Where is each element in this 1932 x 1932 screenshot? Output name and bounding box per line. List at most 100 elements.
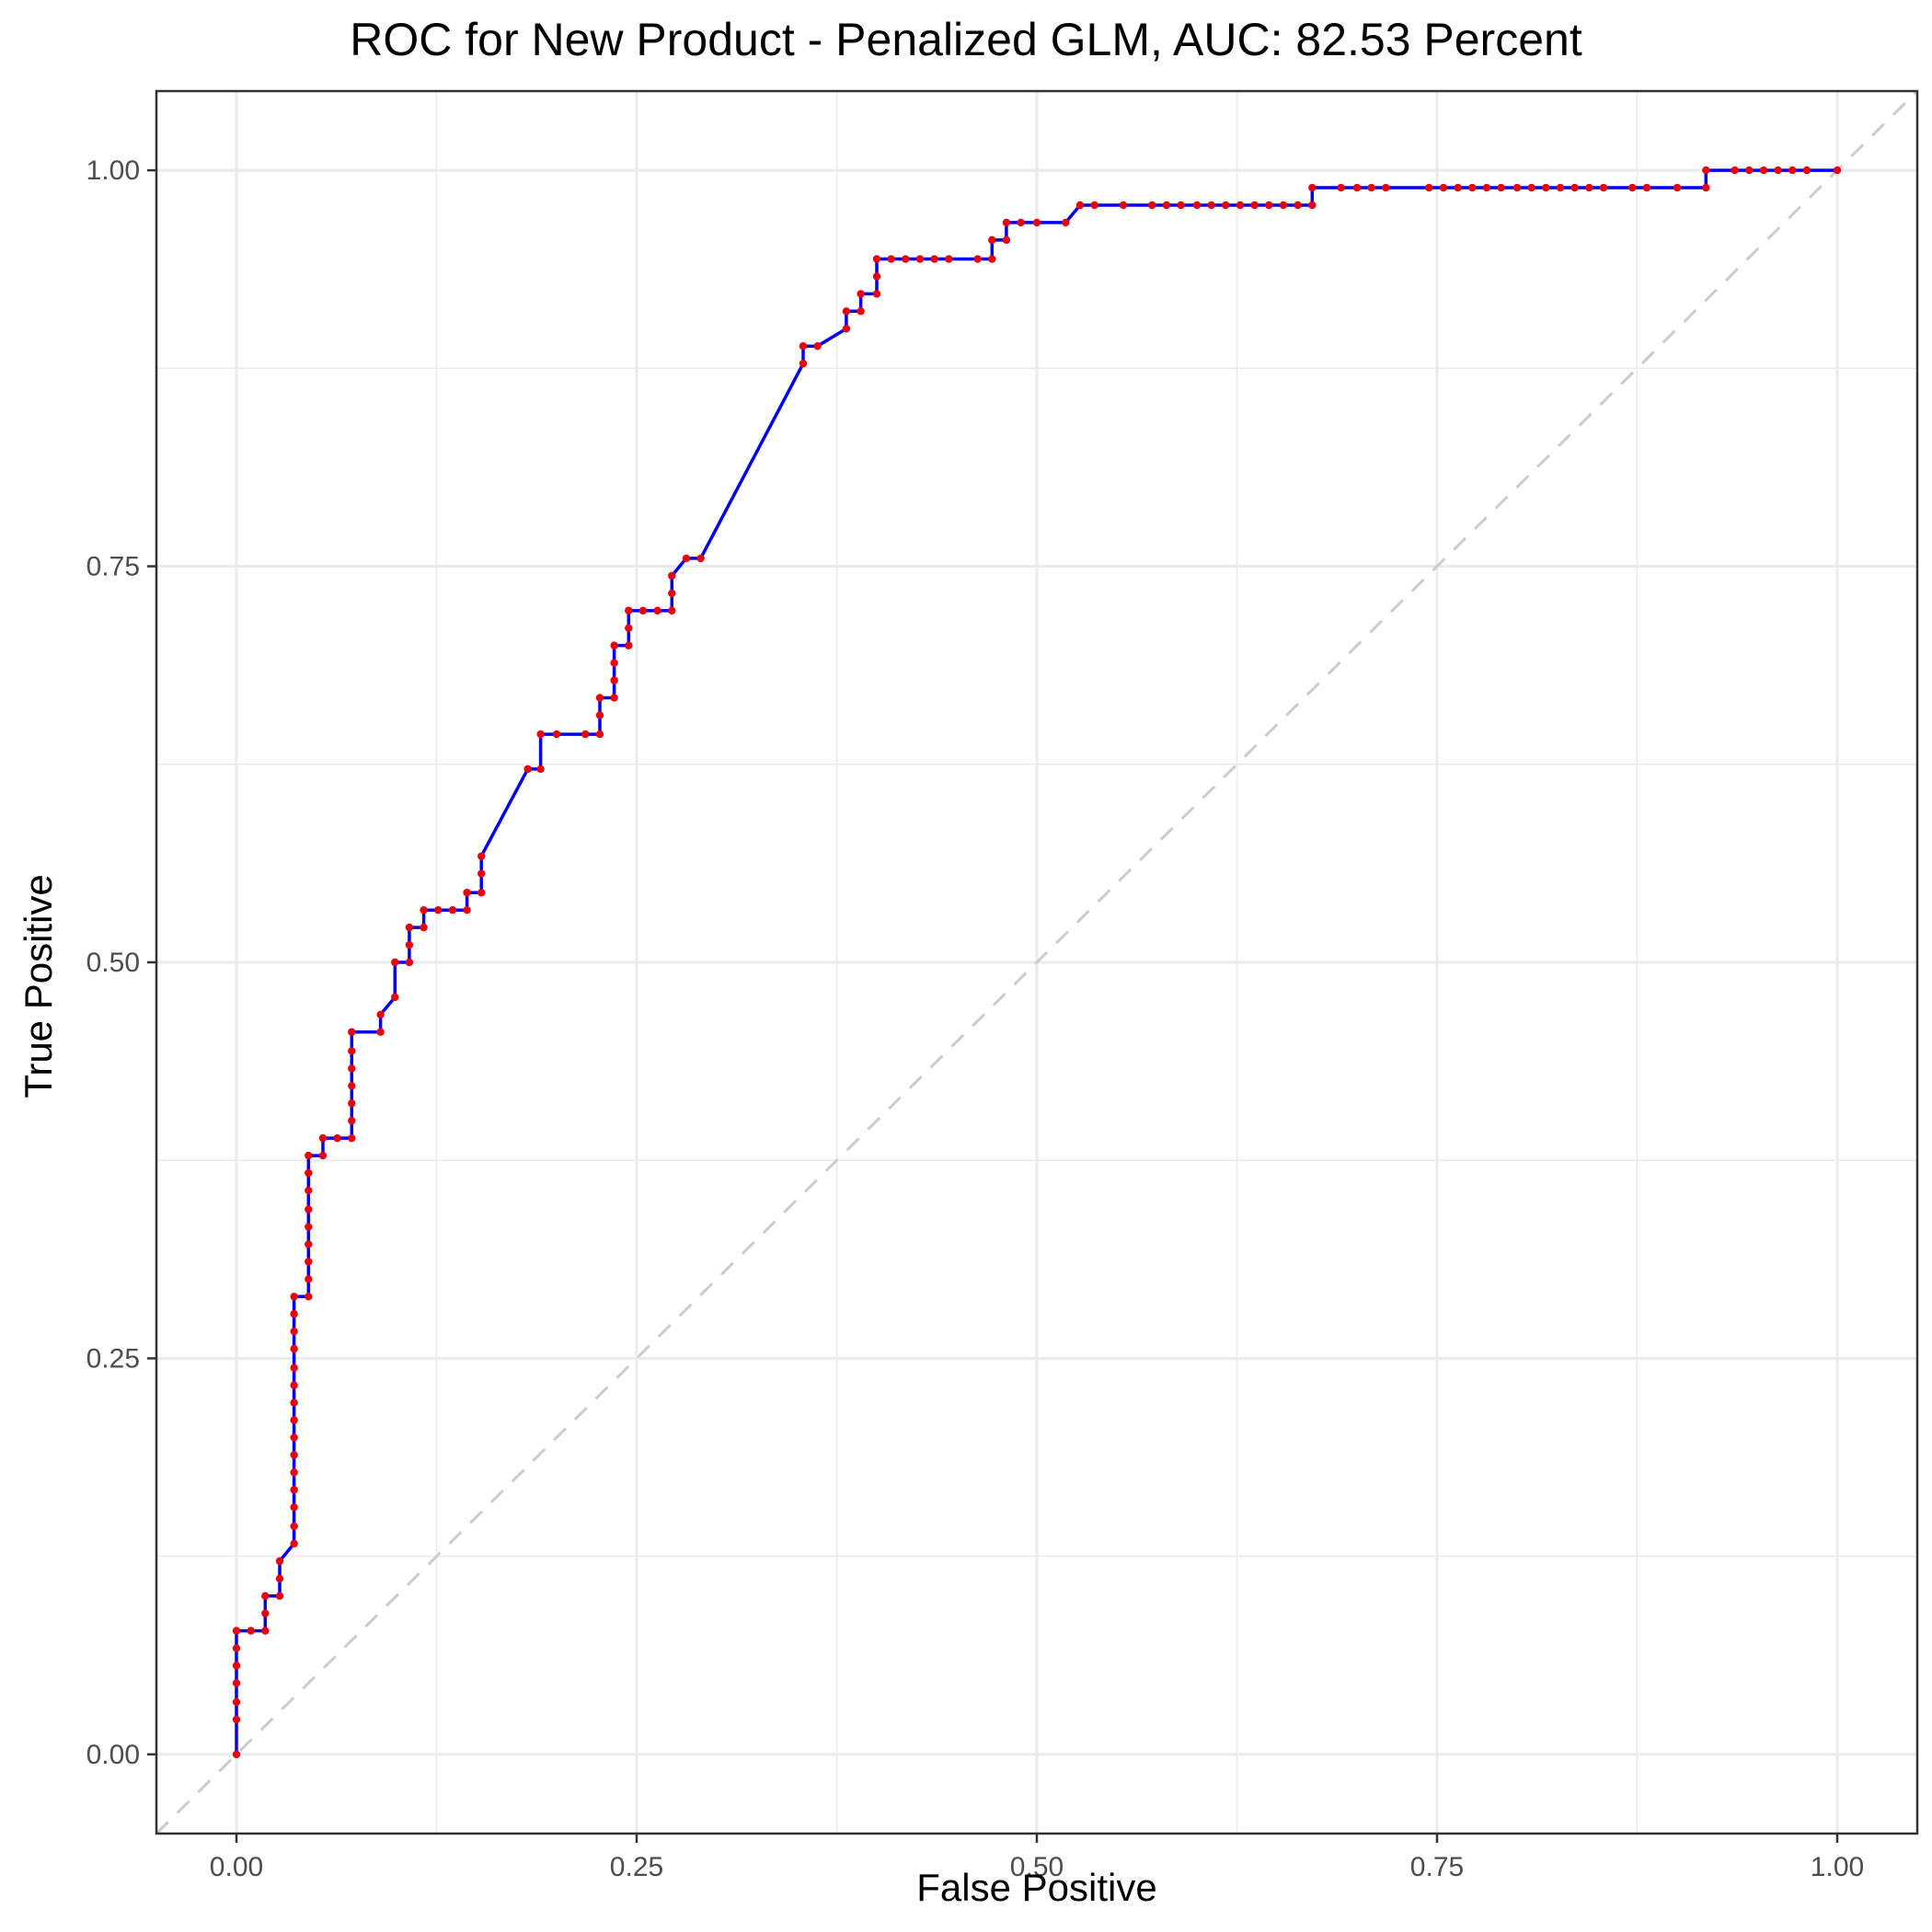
- roc-point: [988, 255, 996, 263]
- roc-point: [610, 676, 618, 684]
- roc-point: [1119, 201, 1128, 210]
- roc-point: [290, 1539, 298, 1548]
- roc-point: [1308, 201, 1317, 210]
- roc-point: [1032, 218, 1041, 227]
- x-tick-label: 0.00: [210, 1852, 263, 1882]
- y-tick-label: 0.75: [86, 552, 140, 582]
- y-axis-label: True Positive: [17, 874, 60, 1098]
- roc-point: [290, 1344, 298, 1353]
- roc-point: [1585, 183, 1593, 192]
- roc-points: [232, 166, 1842, 1759]
- roc-point: [696, 554, 705, 563]
- roc-point: [813, 342, 822, 351]
- roc-point: [1802, 166, 1811, 175]
- roc-point: [625, 606, 633, 615]
- roc-point: [1759, 166, 1768, 175]
- roc-point: [1702, 183, 1710, 192]
- roc-point: [1062, 218, 1070, 227]
- roc-point: [1162, 201, 1171, 210]
- roc-point: [232, 1697, 241, 1707]
- y-tick-label: 0.50: [86, 948, 140, 978]
- roc-point: [1279, 201, 1288, 210]
- roc-point: [290, 1327, 298, 1336]
- roc-point: [391, 958, 399, 967]
- roc-point: [610, 641, 618, 650]
- roc-point: [290, 1363, 298, 1372]
- roc-point: [1002, 218, 1011, 227]
- reference-diagonal-line: [155, 89, 1919, 1835]
- roc-point: [1702, 166, 1710, 175]
- x-tick-label: 0.75: [1410, 1852, 1464, 1882]
- roc-point: [930, 255, 938, 263]
- roc-point: [973, 255, 982, 263]
- x-axis-ticks: 0.00 0.25 0.50 0.75 1.00: [210, 1834, 1864, 1882]
- roc-point: [1542, 183, 1550, 192]
- roc-point: [1497, 183, 1505, 192]
- roc-point: [305, 1258, 313, 1266]
- roc-point: [842, 325, 851, 333]
- roc-point: [1250, 201, 1259, 210]
- x-tick-label: 0.50: [1010, 1852, 1064, 1882]
- roc-point: [1599, 183, 1608, 192]
- roc-point: [463, 905, 471, 914]
- roc-point: [305, 1168, 313, 1178]
- roc-point: [391, 993, 399, 1002]
- roc-point: [1833, 166, 1842, 175]
- roc-point: [887, 255, 895, 263]
- roc-curve-line: [235, 168, 1837, 1754]
- roc-point: [261, 1592, 270, 1600]
- roc-point: [305, 1275, 313, 1283]
- roc-point: [290, 1381, 298, 1389]
- roc-point: [610, 659, 618, 667]
- roc-point: [477, 852, 486, 860]
- y-axis-ticks: 0.00 0.25 0.50 0.75 1.00: [86, 155, 156, 1770]
- roc-point: [1774, 166, 1782, 175]
- roc-point: [1556, 183, 1565, 192]
- roc-point: [1745, 166, 1754, 175]
- roc-point: [1731, 166, 1739, 175]
- roc-point: [477, 889, 486, 897]
- roc-point: [1512, 183, 1522, 192]
- roc-point: [1236, 201, 1245, 210]
- roc-point: [232, 1679, 241, 1687]
- roc-point: [1527, 183, 1535, 192]
- roc-point: [275, 1592, 284, 1600]
- roc-point: [305, 1186, 313, 1195]
- roc-point: [348, 1133, 356, 1143]
- roc-point: [872, 255, 881, 263]
- roc-point: [405, 958, 414, 967]
- roc-point: [1177, 201, 1185, 210]
- roc-point: [405, 923, 414, 932]
- roc-point: [668, 571, 676, 581]
- roc-point: [1673, 183, 1682, 192]
- roc-point: [318, 1133, 328, 1143]
- roc-point: [1439, 183, 1448, 192]
- roc-point: [420, 905, 428, 914]
- roc-point: [552, 730, 561, 739]
- roc-point: [872, 272, 881, 281]
- roc-point: [1294, 201, 1302, 210]
- roc-point: [536, 765, 545, 774]
- roc-point: [232, 1715, 241, 1724]
- roc-point: [1570, 183, 1579, 192]
- roc-point: [275, 1574, 284, 1582]
- roc-point: [290, 1503, 298, 1512]
- roc-point: [305, 1151, 313, 1160]
- roc-point: [1192, 201, 1202, 210]
- roc-point: [463, 889, 471, 897]
- roc-point: [290, 1310, 298, 1318]
- roc-point: [945, 255, 953, 263]
- roc-point: [653, 606, 661, 615]
- roc-point: [523, 765, 532, 774]
- roc-point: [799, 342, 808, 351]
- roc-point: [348, 1064, 356, 1073]
- roc-point: [1425, 183, 1433, 192]
- roc-point: [305, 1293, 313, 1301]
- roc-point: [1382, 183, 1390, 192]
- roc-point: [842, 307, 851, 316]
- x-tick-label: 0.25: [610, 1852, 663, 1882]
- roc-point: [290, 1451, 298, 1459]
- roc-point: [318, 1151, 328, 1160]
- roc-point: [610, 694, 618, 702]
